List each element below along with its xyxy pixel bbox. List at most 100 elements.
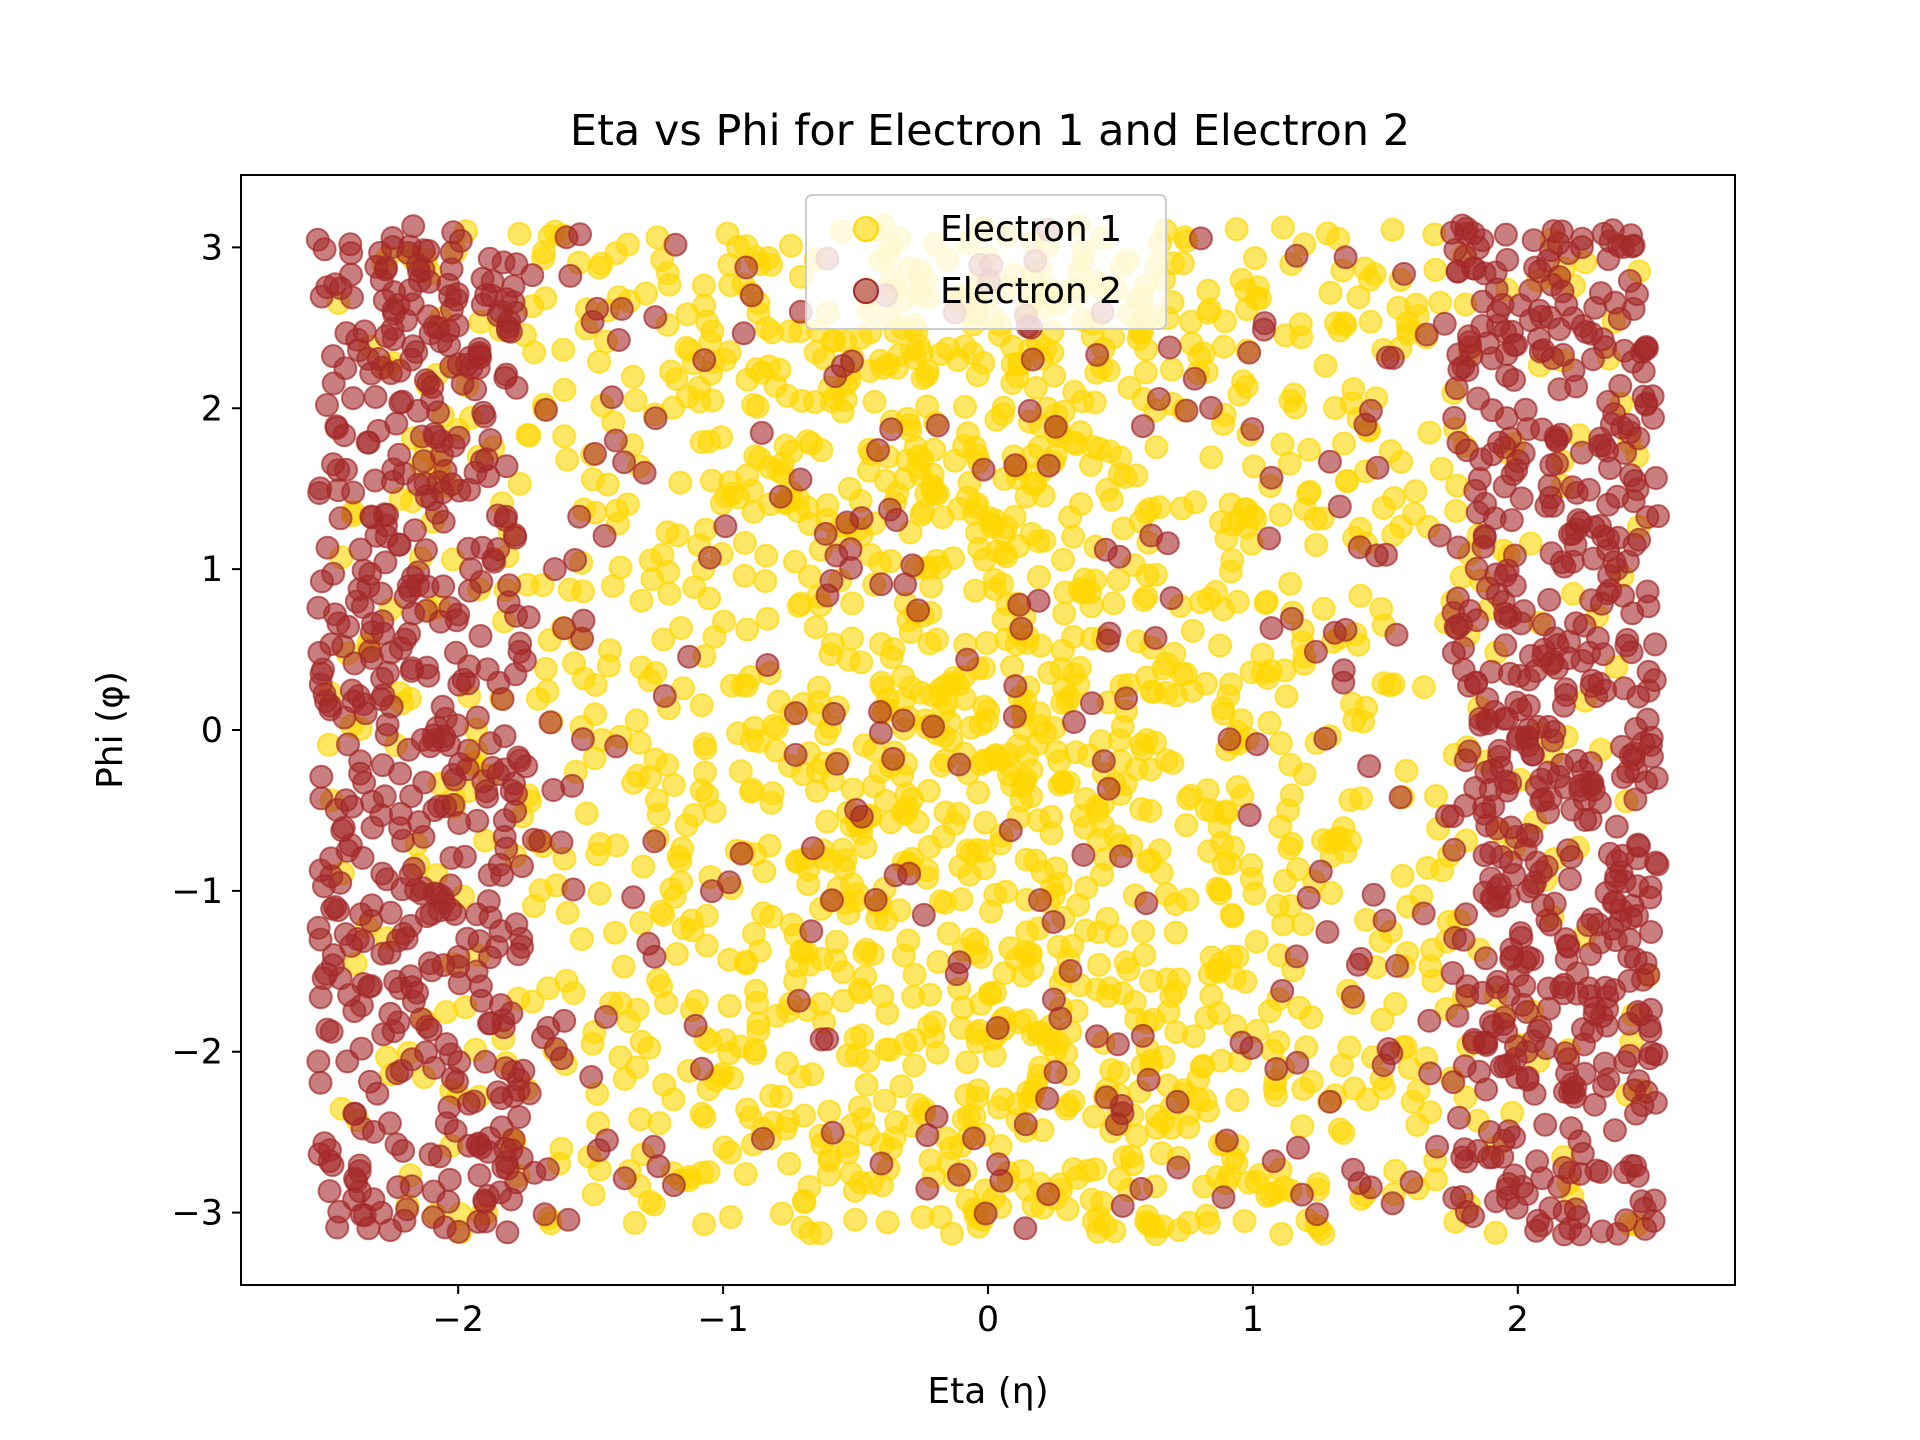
scatter-point (1297, 437, 1322, 462)
scatter-point (1266, 1030, 1291, 1054)
scatter-point (662, 884, 687, 909)
scatter-point (902, 962, 927, 987)
scatter-point (813, 521, 838, 546)
scatter-point (1442, 405, 1467, 430)
scatter-point (476, 464, 501, 489)
scatter-point (646, 1154, 671, 1179)
scatter-point (350, 595, 375, 619)
scatter-point (386, 1175, 411, 1200)
scatter-point (622, 1210, 647, 1235)
scatter-point (599, 385, 624, 410)
legend-label-electron-2: Electron 2 (940, 271, 1122, 312)
scatter-point (788, 467, 813, 492)
scatter-point (699, 468, 724, 493)
scatter-point (837, 476, 862, 501)
scatter-point (1014, 847, 1039, 872)
scatter-point (468, 624, 493, 648)
scatter-point (596, 653, 621, 678)
scatter-point (1536, 760, 1561, 785)
scatter-point (1519, 824, 1544, 849)
scatter-point (431, 509, 456, 534)
scatter-point (1159, 586, 1184, 611)
scatter-point (1569, 440, 1594, 465)
scatter-point (342, 999, 367, 1024)
scatter-point (561, 877, 586, 902)
scatter-point (1143, 562, 1168, 587)
scatter-point (985, 1016, 1010, 1040)
scatter-point (317, 1179, 342, 1204)
scatter-point (1560, 797, 1585, 822)
scatter-point (1358, 267, 1382, 292)
scatter-point (397, 621, 421, 646)
scatter-point (387, 442, 412, 467)
scatter-point (718, 1205, 743, 1229)
scatter-point (465, 705, 490, 730)
scatter-point (328, 966, 353, 991)
scatter-point (1057, 685, 1082, 710)
scatter-point (585, 296, 610, 321)
scatter-point (1427, 523, 1452, 548)
scatter-point (1169, 496, 1194, 521)
scatter-point (644, 788, 669, 813)
scatter-point (631, 854, 656, 879)
scatter-point (1000, 654, 1024, 679)
scatter-point (1557, 867, 1582, 892)
scatter-point (604, 734, 629, 759)
scatter-point (1243, 246, 1268, 271)
scatter-point (1495, 1176, 1520, 1201)
scatter-point (1604, 814, 1629, 839)
scatter-point (457, 578, 482, 603)
scatter-point (471, 400, 496, 425)
scatter-point (1455, 438, 1480, 463)
scatter-point (1364, 543, 1389, 568)
scatter-point (447, 1050, 472, 1075)
scatter-point (867, 551, 892, 575)
scatter-point (1099, 487, 1124, 512)
scatter-point (570, 626, 595, 651)
scatter-point (1348, 583, 1373, 608)
scatter-point (476, 1139, 501, 1164)
scatter-point (955, 1050, 980, 1075)
scatter-point (1358, 309, 1383, 334)
scatter-point (520, 263, 545, 288)
scatter-point (603, 428, 628, 453)
scatter-point (1131, 919, 1156, 944)
scatter-point (528, 829, 553, 853)
scatter-point (1070, 389, 1095, 414)
scatter-point (779, 439, 804, 464)
scatter-point (953, 394, 977, 419)
scatter-point (1516, 733, 1540, 758)
scatter-point (1639, 920, 1663, 944)
scatter-point (1020, 347, 1045, 372)
scatter-point (375, 660, 400, 685)
scatter-point (1174, 813, 1199, 838)
legend[interactable]: Electron 1 Electron 2 (805, 194, 1167, 330)
scatter-point (1052, 601, 1077, 626)
scatter-point (1085, 799, 1110, 824)
scatter-point (556, 1207, 581, 1232)
scatter-point (1414, 322, 1439, 347)
scatter-point (1313, 726, 1338, 751)
scatter-point (1417, 1008, 1442, 1033)
scatter-point (580, 1031, 605, 1056)
scatter-point (320, 1153, 345, 1177)
legend-label-electron-1: Electron 1 (940, 209, 1122, 250)
scatter-point (879, 417, 904, 442)
scatter-point (413, 471, 438, 496)
scatter-point (735, 463, 759, 488)
scatter-point (315, 275, 340, 300)
scatter-point (1193, 671, 1218, 696)
scatter-point (1552, 1199, 1577, 1224)
scatter-point (655, 752, 680, 777)
scatter-point (315, 393, 339, 417)
scatter-point (1641, 405, 1665, 430)
scatter-point (364, 254, 389, 279)
scatter-point (480, 269, 505, 294)
scatter-point (1165, 1089, 1190, 1114)
scatter-point (983, 882, 1008, 907)
scatter-point (1331, 816, 1356, 841)
scatter-point (861, 774, 886, 799)
scatter-point (1639, 725, 1664, 750)
scatter-point (674, 335, 699, 360)
scatter-point (1079, 691, 1104, 716)
